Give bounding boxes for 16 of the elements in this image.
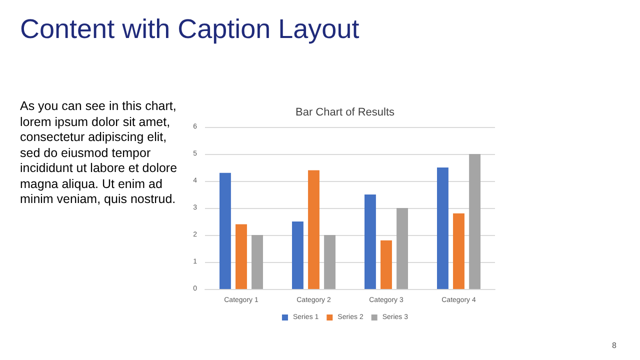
- bar: [324, 235, 336, 289]
- bar: [236, 224, 247, 289]
- bar: [380, 240, 392, 289]
- bar: [364, 194, 376, 289]
- text: Content with Caption Layout: [20, 14, 360, 45]
- chart-title: Bar Chart of Results: [295, 106, 396, 118]
- bar: [252, 235, 263, 289]
- text: As you can see in this chart, lorem ipsum dolor sit amet, consectetur adipiscing elit, sed do eiusmod tempor incididunt ut labore et dolore magna aliqua. Ut enim ad minim veniam, quis nostrud.: [20, 99, 178, 208]
- bar: [292, 222, 304, 289]
- bar: [453, 213, 464, 289]
- bar: [220, 172, 231, 289]
- bar: [437, 168, 448, 289]
- bar: [308, 170, 320, 289]
- bar: [396, 208, 408, 289]
- bar: [469, 154, 480, 289]
- text: 8: [612, 341, 616, 350]
